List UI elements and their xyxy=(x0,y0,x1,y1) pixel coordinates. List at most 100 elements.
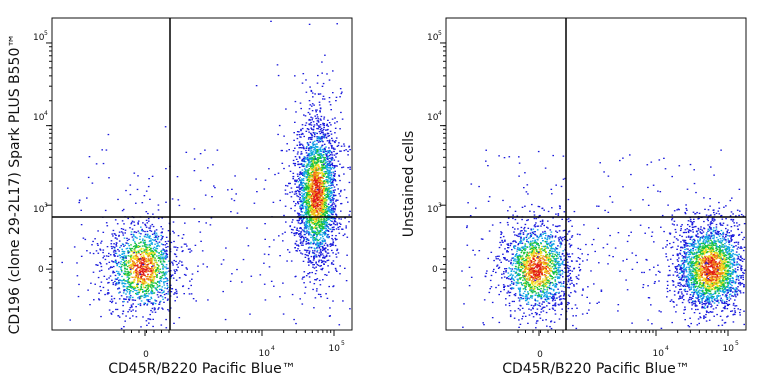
event-dot xyxy=(156,281,159,283)
event-dot xyxy=(137,222,139,224)
event-dot xyxy=(130,276,133,278)
event-dot xyxy=(339,195,342,197)
event-dot xyxy=(320,192,322,195)
event-dot xyxy=(550,231,553,233)
event-dot xyxy=(137,257,140,260)
event-dot xyxy=(340,111,342,114)
event-dot xyxy=(322,227,325,229)
event-dot xyxy=(317,128,320,130)
event-dot xyxy=(314,152,317,154)
event-dot xyxy=(136,260,138,262)
event-dot xyxy=(302,147,305,149)
event-dot xyxy=(299,218,301,220)
event-dot xyxy=(307,175,310,177)
event-dot xyxy=(334,224,337,226)
event-dot xyxy=(312,206,315,208)
event-dot xyxy=(156,289,158,291)
event-dot xyxy=(126,287,128,289)
event-dot xyxy=(121,248,123,250)
event-dot xyxy=(333,167,335,170)
event-dot xyxy=(331,118,334,120)
event-dot xyxy=(298,219,300,222)
event-dot xyxy=(102,286,105,289)
event-dot xyxy=(291,191,294,193)
event-dot xyxy=(324,222,326,224)
event-dot xyxy=(324,162,326,164)
event-dot xyxy=(343,173,345,175)
event-dot xyxy=(314,179,317,181)
event-dot xyxy=(118,279,120,282)
event-dot xyxy=(279,255,281,257)
event-dot xyxy=(326,165,329,167)
event-dot xyxy=(150,253,153,256)
event-dot xyxy=(118,292,120,294)
event-dot xyxy=(337,144,340,147)
event-dot xyxy=(145,292,148,295)
event-dot xyxy=(311,158,313,160)
event-dot xyxy=(115,242,118,244)
event-dot xyxy=(150,275,153,277)
event-dot xyxy=(323,98,326,100)
event-dot xyxy=(322,247,324,249)
event-dot xyxy=(282,240,284,242)
event-dot xyxy=(327,209,329,211)
event-dot xyxy=(549,326,551,328)
event-dot xyxy=(528,252,530,254)
event-dot xyxy=(318,224,320,227)
event-dot xyxy=(319,136,322,139)
event-dot xyxy=(139,279,142,281)
event-dot xyxy=(321,190,324,192)
event-dot xyxy=(304,256,307,258)
event-dot xyxy=(154,271,156,273)
event-dot xyxy=(156,248,159,250)
event-dot xyxy=(143,195,146,197)
event-dot xyxy=(151,311,154,313)
event-dot xyxy=(334,141,336,144)
event-dot xyxy=(167,293,169,295)
event-dot xyxy=(324,148,326,151)
event-dot xyxy=(308,137,310,139)
event-dot xyxy=(322,196,325,198)
event-dot xyxy=(316,191,318,193)
event-dot xyxy=(303,114,305,116)
event-dot xyxy=(143,287,146,289)
event-dot xyxy=(320,212,323,214)
event-dot xyxy=(325,204,327,206)
event-dot xyxy=(116,223,119,225)
event-dot xyxy=(122,262,125,264)
event-dot xyxy=(312,219,314,221)
event-dot xyxy=(312,170,314,173)
event-dot xyxy=(344,233,346,235)
event-dot xyxy=(311,168,313,170)
event-dot xyxy=(134,270,136,272)
event-dot xyxy=(324,240,326,242)
event-dot xyxy=(307,219,309,222)
event-dot xyxy=(172,221,175,223)
event-dot xyxy=(324,224,326,226)
event-dot xyxy=(209,224,212,226)
event-dot xyxy=(334,267,337,270)
event-dot xyxy=(123,257,126,259)
event-dot xyxy=(150,290,153,292)
event-dot xyxy=(323,137,325,139)
event-dot xyxy=(329,150,331,152)
event-dot xyxy=(142,242,145,244)
event-dot xyxy=(320,253,322,255)
event-dot xyxy=(548,258,550,260)
event-dot xyxy=(328,160,330,162)
event-dot xyxy=(521,262,524,265)
event-dot xyxy=(308,190,310,192)
event-dot xyxy=(133,261,135,263)
event-dot xyxy=(314,279,316,281)
event-dot xyxy=(292,176,294,178)
event-dot xyxy=(310,196,312,198)
event-dot xyxy=(319,230,322,233)
event-dot xyxy=(116,270,118,272)
event-dot xyxy=(331,183,333,185)
event-dot xyxy=(154,249,157,251)
event-dot xyxy=(533,217,536,220)
event-dot xyxy=(547,210,550,213)
event-dot xyxy=(156,262,158,264)
event-dot xyxy=(306,219,308,221)
event-dot xyxy=(148,293,150,295)
